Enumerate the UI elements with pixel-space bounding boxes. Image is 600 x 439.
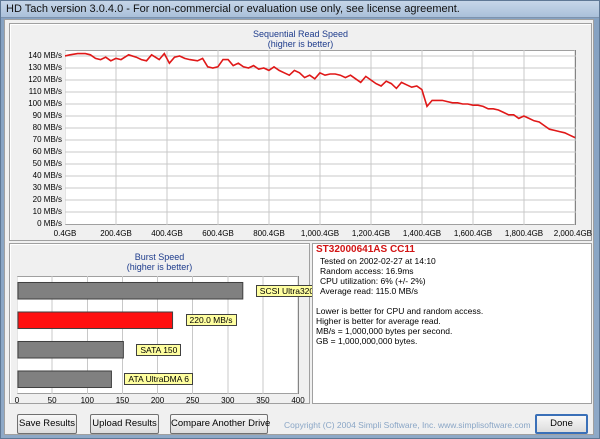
burst-x-tick-label: 100 — [80, 396, 94, 405]
burst-x-tick-label: 250 — [185, 396, 200, 405]
y-tick-label: 40 MB/s — [32, 171, 62, 180]
burst-x-tick-label: 200 — [150, 396, 165, 405]
x-tick-label: 2,000.4GB — [553, 229, 592, 238]
burst-x-tick-label: 350 — [256, 396, 270, 405]
y-tick-label: 60 MB/s — [32, 147, 62, 156]
y-tick-label: 100 MB/s — [28, 99, 62, 108]
read-speed-line — [65, 52, 576, 139]
tested-on: Tested on 2002-02-27 at 14:10 — [320, 256, 436, 266]
x-tick-label: 800.4GB — [253, 229, 285, 238]
x-tick-label: 1,800.4GB — [504, 229, 544, 238]
burst-chart-title: Burst Speed — [134, 252, 185, 262]
y-tick-label: 30 MB/s — [32, 183, 62, 192]
window-title: HD Tach version 3.0.4.0 - For non-commer… — [6, 3, 460, 15]
y-tick-label: 10 MB/s — [32, 207, 62, 216]
note-mbs-definition: MB/s = 1,000,000 bytes per second. — [316, 326, 453, 336]
burst-x-tick-label: 50 — [47, 396, 57, 405]
burst-bar — [17, 370, 112, 389]
x-tick-label: 600.4GB — [202, 229, 234, 238]
x-tick-label: 1,600.4GB — [453, 229, 493, 238]
x-tick-label: 1,400.4GB — [402, 229, 442, 238]
x-tick-label: 1,200.4GB — [351, 229, 391, 238]
y-tick-label: 70 MB/s — [32, 135, 62, 144]
burst-speed-chart — [17, 276, 299, 394]
burst-x-tick-label: 400 — [291, 396, 305, 405]
y-tick-label: 140 MB/s — [28, 51, 62, 60]
burst-bar — [17, 340, 124, 359]
read-speed-chart — [65, 50, 576, 225]
random-access: Random access: 16.9ms — [320, 266, 414, 276]
y-tick-label: 0 MB/s — [37, 219, 62, 228]
drive-name: ST32000641AS CC11 — [316, 244, 415, 255]
title-bar[interactable]: HD Tach version 3.0.4.0 - For non-commer… — [1, 1, 599, 18]
burst-x-tick-label: 150 — [115, 396, 130, 405]
upload-results-button[interactable]: Upload Results — [90, 414, 159, 434]
burst-bar — [17, 281, 244, 300]
save-results-button[interactable]: Save Results — [17, 414, 77, 434]
y-tick-label: 120 MB/s — [28, 75, 62, 84]
y-tick-label: 50 MB/s — [32, 159, 62, 168]
y-tick-label: 80 MB/s — [32, 123, 62, 132]
burst-chart-subtitle: (higher is better) — [126, 262, 193, 272]
compare-another-drive-button[interactable]: Compare Another Drive — [170, 414, 270, 434]
average-read: Average read: 115.0 MB/s — [320, 286, 418, 296]
burst-bar-label: SATA 150 — [136, 343, 182, 356]
x-tick-label: 1,000.4GB — [300, 229, 340, 238]
burst-bar-label: ATA UltraDMA 6 — [124, 373, 194, 386]
note-lower-better: Lower is better for CPU and random acces… — [316, 306, 484, 316]
burst-x-tick-label: 0 — [14, 396, 20, 405]
x-tick-label: 400.4GB — [151, 229, 183, 238]
x-tick-label: 200.4GB — [100, 229, 132, 238]
note-higher-better: Higher is better for average read. — [316, 316, 441, 326]
y-tick-label: 20 MB/s — [32, 195, 62, 204]
info-panel — [312, 243, 592, 404]
x-tick-label: 0.4GB — [53, 229, 77, 238]
read-chart-subtitle: (higher is better) — [267, 39, 334, 49]
burst-bar — [17, 311, 174, 330]
burst-bar-label: 220.0 MB/s — [185, 314, 237, 327]
cpu-utilization: CPU utilization: 6% (+/- 2%) — [320, 276, 426, 286]
read-chart-title: Sequential Read Speed — [252, 29, 349, 39]
burst-x-tick-label: 300 — [221, 396, 235, 405]
y-tick-label: 90 MB/s — [32, 111, 62, 120]
note-gb-definition: GB = 1,000,000,000 bytes. — [316, 336, 418, 346]
y-tick-label: 110 MB/s — [28, 87, 62, 96]
burst-bar-label: SCSI Ultra320 — [255, 284, 319, 297]
copyright-text: Copyright (C) 2004 Simpli Software, Inc.… — [284, 420, 531, 430]
y-tick-label: 130 MB/s — [28, 63, 62, 72]
done-button[interactable]: Done — [535, 414, 588, 434]
